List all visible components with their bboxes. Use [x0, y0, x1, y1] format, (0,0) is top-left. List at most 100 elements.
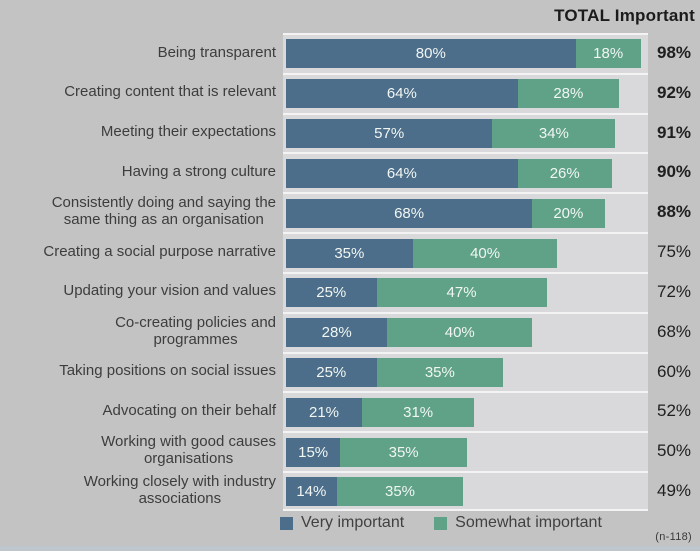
- somewhat-important-value: 20%: [553, 204, 584, 222]
- stacked-bar: 64% 26%: [286, 158, 648, 188]
- very-important-segment: 64%: [286, 79, 518, 109]
- stacked-bar: 15% 35%: [286, 437, 648, 467]
- total-important-value: 52%: [656, 401, 692, 421]
- somewhat-important-segment: 34%: [492, 119, 616, 149]
- very-important-segment: 57%: [286, 119, 493, 149]
- category-label: Updating your vision and values: [63, 282, 276, 300]
- very-important-segment: 25%: [286, 358, 377, 388]
- chart-row: Consistently doing and saying the same t…: [0, 192, 700, 233]
- plot-cell: 15% 35%: [283, 431, 648, 472]
- category-label-cell: Updating your vision and values: [0, 272, 283, 312]
- stacked-bar: 25% 47%: [286, 278, 648, 308]
- category-label-cell: Meeting their expectations: [0, 113, 283, 153]
- very-important-segment: 68%: [286, 198, 533, 228]
- legend-item-very-important: Very important: [280, 514, 404, 532]
- very-important-segment: 64%: [286, 158, 518, 188]
- total-important-value: 98%: [656, 42, 692, 62]
- category-label: Creating a social purpose narrative: [43, 242, 276, 260]
- very-important-value: 21%: [308, 403, 340, 421]
- somewhat-important-value: 31%: [403, 403, 434, 421]
- very-important-value: 25%: [316, 364, 347, 382]
- category-label: Advocating on their behalf: [102, 401, 276, 419]
- legend-label-very: Very important: [301, 514, 405, 531]
- somewhat-important-value: 35%: [388, 443, 419, 461]
- category-label: Working closely with industry associatio…: [83, 473, 276, 508]
- very-important-value: 14%: [296, 482, 327, 500]
- category-label: Meeting their expectations: [100, 123, 276, 141]
- very-important-value: 28%: [321, 324, 352, 342]
- category-label: Co-creating policies and programmes: [115, 313, 276, 348]
- plot-cell: 28% 40%: [283, 311, 648, 352]
- somewhat-important-segment: 47%: [376, 278, 547, 308]
- chart-row: Creating a social purpose narrative 35% …: [0, 232, 700, 272]
- somewhat-important-segment: 20%: [532, 198, 605, 228]
- very-important-segment: 21%: [286, 397, 363, 427]
- bottom-strip: [0, 546, 700, 551]
- chart-row: Updating your vision and values 25% 47% …: [0, 271, 700, 312]
- total-important-value: 92%: [656, 82, 692, 102]
- chart-row: Taking positions on social issues 25% 35…: [0, 351, 700, 392]
- category-label-cell: Creating a social purpose narrative: [0, 232, 283, 272]
- very-important-value: 64%: [386, 85, 417, 103]
- category-label: Creating content that is relevant: [64, 83, 276, 101]
- very-important-segment: 28%: [286, 318, 388, 348]
- total-important-value: 72%: [656, 281, 692, 301]
- sample-size-note: (n-118): [655, 531, 692, 543]
- somewhat-important-value: 34%: [538, 125, 569, 143]
- stacked-bar: 14% 35%: [286, 476, 648, 506]
- category-label-cell: Creating content that is relevant: [0, 73, 283, 113]
- total-important-value: 68%: [656, 321, 692, 341]
- total-important-value: 60%: [656, 361, 692, 381]
- chart-row: Advocating on their behalf 21% 31% 52%: [0, 391, 700, 432]
- somewhat-important-segment: 18%: [575, 39, 641, 69]
- chart-row: Working with good causes organisations 1…: [0, 431, 700, 472]
- plot-cell: 25% 35%: [283, 351, 648, 392]
- very-important-swatch-icon: [280, 516, 293, 530]
- stacked-bar: 57% 34%: [286, 119, 648, 149]
- plot-cell: 35% 40%: [283, 232, 648, 272]
- very-important-segment: 80%: [286, 39, 576, 69]
- somewhat-important-value: 28%: [553, 85, 584, 103]
- very-important-segment: 14%: [286, 476, 337, 506]
- very-important-value: 80%: [415, 45, 446, 63]
- somewhat-important-value: 35%: [385, 482, 416, 500]
- stacked-bar: 35% 40%: [286, 238, 648, 268]
- somewhat-important-value: 18%: [593, 45, 624, 63]
- total-important-value: 50%: [656, 441, 692, 461]
- stacked-bar-chart: Being transparent 80% 18% 98% Creating c…: [0, 33, 700, 511]
- very-important-value: 57%: [374, 125, 405, 143]
- very-important-segment: 25%: [286, 278, 377, 308]
- category-label-cell: Advocating on their behalf: [0, 391, 283, 431]
- plot-cell: 64% 26%: [283, 152, 648, 193]
- somewhat-important-segment: 35%: [336, 476, 464, 506]
- total-important-value: 88%: [656, 202, 692, 222]
- plot-cell: 57% 34%: [283, 112, 648, 153]
- very-important-value: 15%: [298, 443, 329, 461]
- plot-cell: 21% 31%: [283, 391, 648, 432]
- category-label-cell: Working closely with industry associatio…: [0, 471, 283, 511]
- somewhat-important-value: 47%: [446, 284, 477, 302]
- legend-item-somewhat-important: Somewhat important: [434, 514, 602, 532]
- somewhat-important-value: 40%: [470, 244, 501, 262]
- somewhat-important-value: 35%: [424, 364, 455, 382]
- chart-row: Being transparent 80% 18% 98%: [0, 33, 700, 73]
- plot-cell: 68% 20%: [283, 192, 648, 233]
- category-label-cell: Working with good causes organisations: [0, 431, 283, 471]
- category-label: Taking positions on social issues: [59, 362, 276, 380]
- very-important-value: 64%: [386, 164, 417, 182]
- somewhat-important-swatch-icon: [434, 516, 448, 530]
- somewhat-important-value: 26%: [549, 164, 580, 182]
- chart-row: Working closely with industry associatio…: [0, 471, 700, 511]
- very-important-segment: 35%: [286, 238, 413, 268]
- very-important-value: 35%: [334, 244, 365, 262]
- total-important-value: 91%: [656, 122, 692, 142]
- plot-cell: 64% 28%: [283, 72, 648, 113]
- somewhat-important-segment: 35%: [340, 437, 467, 467]
- stacked-bar: 21% 31%: [286, 397, 648, 427]
- very-important-value: 68%: [394, 204, 425, 222]
- category-label: Being transparent: [157, 43, 276, 61]
- legend: Very important Somewhat important: [280, 514, 602, 532]
- stacked-bar: 68% 20%: [286, 198, 648, 228]
- total-important-value: 49%: [656, 481, 692, 501]
- chart-title: TOTAL Important: [554, 6, 695, 25]
